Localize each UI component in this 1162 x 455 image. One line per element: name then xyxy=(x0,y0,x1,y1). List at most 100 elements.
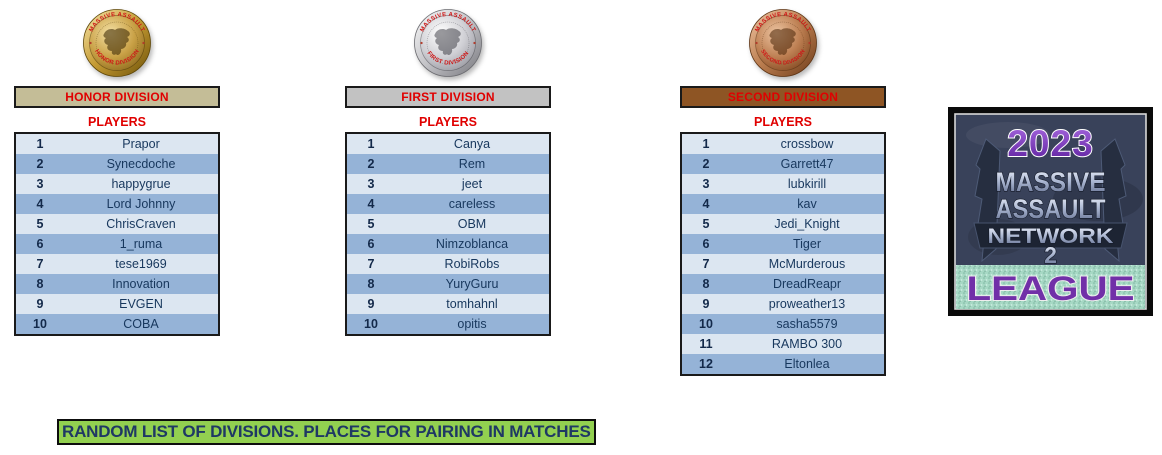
player-rank: 1 xyxy=(367,137,375,151)
player-rank: 10 xyxy=(699,317,713,331)
logo-title-line2: ASSAULT xyxy=(996,194,1106,224)
player-row: 3 lubkirill xyxy=(682,174,884,194)
player-row: 10 sasha5579 xyxy=(682,314,884,334)
division-column-second: MASSIVE ASSAULT SECOND DIVISION SECOND D… xyxy=(680,0,886,376)
player-name: Eltonlea xyxy=(784,357,830,371)
player-row: 9 tomhahnl xyxy=(347,294,549,314)
players-table-first: 1 Canya 2 Rem 3 jeet 4 careless 5 OBM 6 Nimzoblanca… xyxy=(345,132,551,336)
player-row: 6 1_ruma xyxy=(16,234,218,254)
player-name: Garrett47 xyxy=(780,157,834,171)
player-name: proweather13 xyxy=(768,297,846,311)
player-name: careless xyxy=(448,197,496,211)
player-row: 2 Synecdoche xyxy=(16,154,218,174)
player-name: EVGEN xyxy=(119,297,163,311)
player-rank: 8 xyxy=(702,277,710,291)
player-rank: 3 xyxy=(702,177,710,191)
player-name: OBM xyxy=(457,217,487,231)
logo-year-text: 2023 xyxy=(1007,123,1093,164)
players-column-label: PLAYERS xyxy=(88,115,146,129)
player-row: 9 proweather13 xyxy=(682,294,884,314)
player-row: 5 ChrisCraven xyxy=(16,214,218,234)
players-column-label: PLAYERS xyxy=(419,115,477,129)
players-table-honor: 1 Prapor 2 Synecdoche 3 happygrue 4 Lord Johnny… xyxy=(14,132,220,336)
player-name: tomhahnl xyxy=(446,297,498,311)
player-rank: 7 xyxy=(367,257,375,271)
continent-emblem xyxy=(103,28,130,56)
player-rank: 10 xyxy=(364,317,378,331)
player-row: 2 Garrett47 xyxy=(682,154,884,174)
logo-title-line3: NETWORK xyxy=(988,225,1114,248)
player-row: 3 jeet xyxy=(347,174,549,194)
player-rank: 2 xyxy=(702,157,710,171)
player-rank: 10 xyxy=(33,317,47,331)
player-row: 11 RAMBO 300 xyxy=(682,334,884,354)
player-rank: 2 xyxy=(367,157,375,171)
player-row: 8 YuryGuru xyxy=(347,274,549,294)
division-column-first: MASSIVE ASSAULT FIRST DIVISION FIRST DIV… xyxy=(345,0,551,336)
player-name: Lord Johnny xyxy=(106,197,176,211)
player-rank: 11 xyxy=(699,337,713,351)
player-name: McMurderous xyxy=(768,257,846,271)
player-rank: 4 xyxy=(367,197,375,211)
player-row: 10 COBA xyxy=(16,314,218,334)
player-name: 1_ruma xyxy=(119,237,163,251)
player-name: jeet xyxy=(461,177,483,191)
bronze-medal-icon: MASSIVE ASSAULT SECOND DIVISION xyxy=(749,9,817,77)
division-header-honor: HONOR DIVISION xyxy=(14,86,220,108)
division-header-first: FIRST DIVISION xyxy=(345,86,551,108)
logo-number-2: 2 xyxy=(1044,242,1057,268)
logo-league-label: LEAGUE xyxy=(967,270,1135,308)
players-table-second: 1 crossbow 2 Garrett47 3 lubkirill 4 kav 5 Jedi_K… xyxy=(680,132,886,376)
player-row: 6 Nimzoblanca xyxy=(347,234,549,254)
player-name: Tiger xyxy=(792,237,821,251)
player-row: 10 opitis xyxy=(347,314,549,334)
player-row: 4 careless xyxy=(347,194,549,214)
player-rank: 7 xyxy=(702,257,710,271)
division-header-second: SECOND DIVISION xyxy=(680,86,886,108)
player-name: tese1969 xyxy=(115,257,167,271)
player-name: DreadReapr xyxy=(772,277,842,291)
player-row: 5 Jedi_Knight xyxy=(682,214,884,234)
continent-emblem xyxy=(769,28,796,56)
player-rank: 8 xyxy=(36,277,44,291)
player-row: 2 Rem xyxy=(347,154,549,174)
player-rank: 1 xyxy=(36,137,44,151)
player-rank: 5 xyxy=(702,217,710,231)
player-name: Synecdoche xyxy=(106,157,176,171)
player-name: RobiRobs xyxy=(444,257,500,271)
player-rank: 4 xyxy=(702,197,710,211)
player-rank: 9 xyxy=(702,297,710,311)
division-column-honor: MASSIVE ASSAULT HONOR DIVISION HONOR DIV… xyxy=(14,0,220,336)
player-row: 1 crossbow xyxy=(682,134,884,154)
player-rank: 5 xyxy=(367,217,375,231)
player-rank: 5 xyxy=(36,217,44,231)
player-name: YuryGuru xyxy=(445,277,499,291)
player-rank: 7 xyxy=(36,257,44,271)
player-row: 5 OBM xyxy=(347,214,549,234)
player-name: Jedi_Knight xyxy=(774,217,840,231)
player-name: sasha5579 xyxy=(776,317,838,331)
player-name: opitis xyxy=(457,317,487,331)
player-rank: 6 xyxy=(702,237,710,251)
player-rank: 1 xyxy=(702,137,710,151)
player-row: 8 Innovation xyxy=(16,274,218,294)
player-name: Rem xyxy=(458,157,486,171)
player-name: Canya xyxy=(453,137,491,151)
player-name: RAMBO 300 xyxy=(771,337,843,351)
logo-title-line1: MASSIVE xyxy=(996,167,1106,197)
ribbon-banner xyxy=(973,222,1128,249)
player-row: 4 Lord Johnny xyxy=(16,194,218,214)
player-name: ChrisCraven xyxy=(106,217,176,231)
player-rank: 4 xyxy=(36,197,44,211)
player-row: 1 Canya xyxy=(347,134,549,154)
player-row: 1 Prapor xyxy=(16,134,218,154)
player-name: kav xyxy=(797,197,817,211)
player-row: 7 tese1969 xyxy=(16,254,218,274)
player-rank: 12 xyxy=(699,357,713,371)
player-name: lubkirill xyxy=(787,177,827,191)
silver-medal-icon: MASSIVE ASSAULT FIRST DIVISION xyxy=(414,9,482,77)
player-rank: 6 xyxy=(367,237,375,251)
player-name: Innovation xyxy=(112,277,170,291)
player-row: 9 EVGEN xyxy=(16,294,218,314)
player-name: crossbow xyxy=(780,137,834,151)
